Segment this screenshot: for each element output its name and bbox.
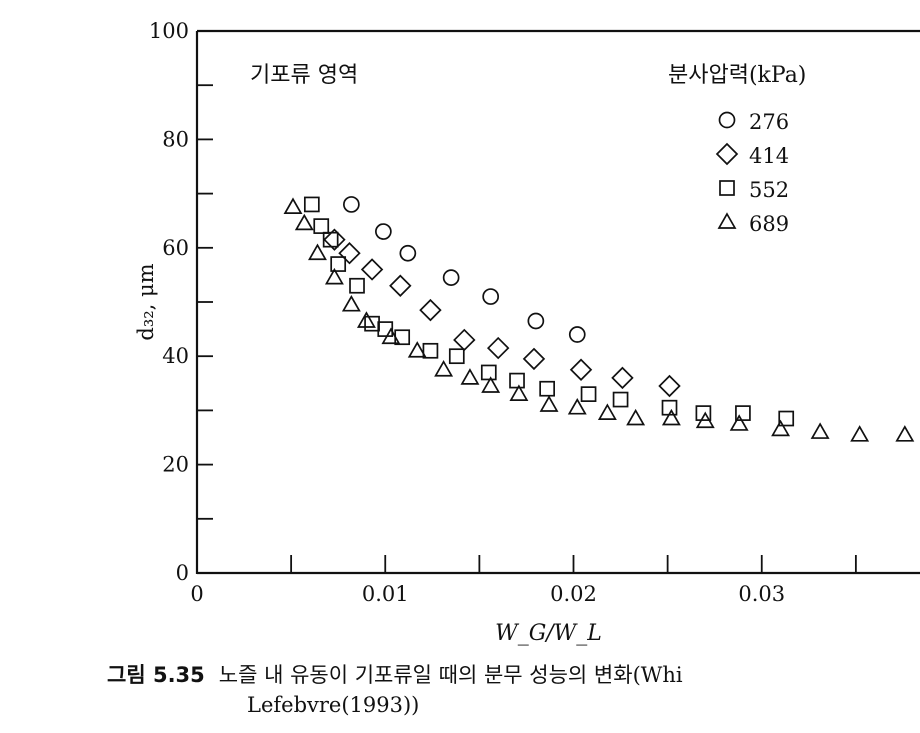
- data-point-diamond-414: [338, 242, 361, 265]
- legend-marker-square: [719, 180, 735, 196]
- data-point-diamond-414: [389, 274, 412, 297]
- data-point-circle-276: [527, 312, 545, 330]
- data-point-circle-276: [375, 223, 392, 240]
- data-point-diamond-414: [658, 374, 681, 398]
- legend-label-552: 552: [749, 178, 789, 202]
- data-point-square-552: [509, 372, 525, 389]
- data-point-diamond-414: [323, 228, 346, 251]
- data-point-triangle-689: [407, 341, 427, 358]
- data-point-triangle-689: [324, 267, 344, 285]
- data-point-triangle-689: [381, 327, 401, 345]
- data-point-square-552: [612, 391, 629, 408]
- data-point-triangle-689: [695, 411, 715, 429]
- data-point-square-552: [695, 405, 712, 421]
- data-point-triangle-689: [567, 397, 587, 415]
- data-point-diamond-414: [453, 328, 476, 352]
- figure-caption-line2: Lefebvre(1993)): [247, 693, 420, 717]
- x-tick-label: 0.03: [738, 582, 785, 606]
- y-tick-label: 20: [162, 453, 189, 477]
- data-point-square-552: [448, 348, 465, 365]
- legend-label-414: 414: [749, 144, 789, 168]
- data-point-triangle-689: [509, 384, 529, 401]
- data-point-square-552: [580, 386, 597, 402]
- data-point-diamond-414: [611, 366, 634, 390]
- x-axis-title: W_G/W_L: [495, 621, 602, 646]
- data-point-square-552: [480, 364, 497, 381]
- y-tick-label: 40: [162, 344, 189, 368]
- data-point-circle-276: [442, 269, 460, 286]
- data-point-triangle-689: [341, 294, 361, 312]
- data-point-square-552: [539, 380, 555, 397]
- x-tick-label: 0: [190, 582, 203, 606]
- data-point-square-552: [422, 342, 439, 359]
- legend-marker-circle: [718, 111, 736, 129]
- legend-label-276: 276: [749, 110, 789, 134]
- figure-number: 그림 5.35: [107, 663, 205, 687]
- data-point-triangle-689: [539, 395, 559, 412]
- y-axis-title: d₃₂, μm: [134, 263, 158, 340]
- region-label: 기포류 영역: [250, 63, 358, 88]
- data-point-square-552: [330, 256, 347, 272]
- legend-title: 분사압력(kPa): [668, 63, 806, 88]
- x-tick-label: 0.01: [362, 582, 409, 606]
- data-point-triangle-689: [626, 408, 646, 426]
- y-tick-label: 0: [176, 561, 189, 585]
- data-point-diamond-414: [569, 358, 593, 381]
- data-point-diamond-414: [360, 258, 384, 281]
- data-point-triangle-689: [729, 414, 749, 431]
- data-point-triangle-689: [895, 425, 915, 442]
- data-point-triangle-689: [810, 422, 830, 439]
- data-point-triangle-689: [308, 243, 327, 261]
- y-tick-label: 80: [162, 127, 189, 151]
- data-point-square-552: [735, 405, 751, 421]
- data-point-triangle-689: [481, 376, 501, 393]
- data-point-diamond-414: [419, 298, 442, 322]
- data-point-triangle-689: [294, 213, 314, 231]
- data-point-square-552: [377, 321, 394, 337]
- data-point-triangle-689: [356, 311, 376, 328]
- data-point-square-552: [778, 410, 795, 427]
- data-point-triangle-689: [771, 419, 791, 437]
- caption-text-line1: 노즐 내 유동이 기포류일 때의 분무 성능의 변화(Whi: [218, 663, 683, 687]
- legend-marker-diamond: [715, 142, 739, 166]
- data-point-circle-276: [343, 196, 360, 213]
- data-point-circle-276: [482, 288, 500, 305]
- data-point-square-552: [322, 231, 339, 248]
- data-point-square-552: [349, 277, 365, 294]
- data-point-circle-276: [399, 244, 417, 262]
- data-point-triangle-689: [460, 368, 480, 385]
- data-point-triangle-689: [283, 197, 303, 214]
- x-tick-label: 0.02: [550, 582, 597, 606]
- data-point-diamond-414: [522, 347, 546, 371]
- data-point-circle-276: [568, 326, 586, 343]
- y-tick-label: 100: [149, 19, 189, 43]
- data-point-triangle-689: [597, 403, 617, 420]
- y-tick-label: 60: [162, 236, 189, 260]
- data-point-diamond-414: [486, 336, 510, 360]
- data-point-triangle-689: [850, 425, 870, 442]
- data-point-square-552: [303, 196, 320, 213]
- data-point-square-552: [313, 218, 330, 234]
- data-point-triangle-689: [661, 408, 681, 426]
- legend-marker-triangle: [717, 212, 737, 229]
- legend-label-689: 689: [749, 212, 789, 236]
- data-point-triangle-689: [434, 360, 454, 377]
- figure-caption-line1: 그림 5.35 노즐 내 유동이 기포류일 때의 분무 성능의 변화(Whi: [107, 659, 683, 689]
